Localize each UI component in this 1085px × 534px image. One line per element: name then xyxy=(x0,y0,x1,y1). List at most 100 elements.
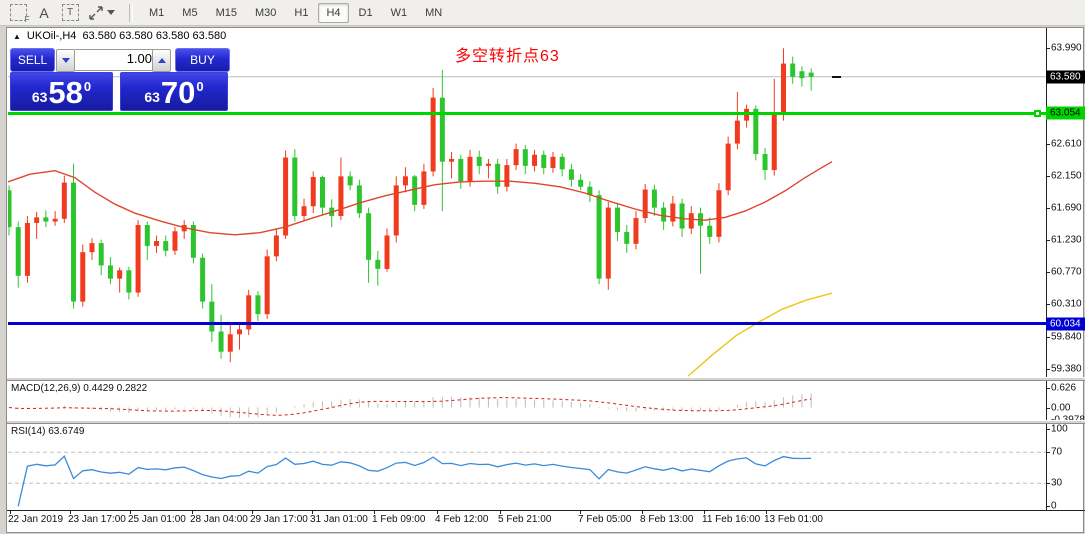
candle-body xyxy=(495,163,501,187)
support-line[interactable] xyxy=(8,322,1046,326)
price-axis-label: 62.610 xyxy=(1051,138,1082,150)
timeframe-button-H1[interactable]: H1 xyxy=(294,6,309,19)
chart-window[interactable] xyxy=(6,27,1084,533)
candle-body xyxy=(135,225,141,293)
candle-body xyxy=(522,149,528,166)
time-axis-label: 31 Jan 01:00 xyxy=(310,514,368,525)
candle-body xyxy=(753,108,759,155)
candle-body xyxy=(605,207,611,279)
axis-tick xyxy=(1046,208,1050,210)
timeframe-button-M30[interactable]: M30 xyxy=(254,6,277,19)
axis-tick xyxy=(252,510,253,514)
timeframe-button-H4[interactable]: H4 xyxy=(318,2,349,23)
macd-plot[interactable] xyxy=(8,381,1046,420)
axis-tick xyxy=(1046,240,1050,242)
candle-body xyxy=(172,231,178,251)
volume-increase-button[interactable] xyxy=(152,49,171,72)
cursor-arrows-icon[interactable] xyxy=(84,3,118,23)
candle-body xyxy=(190,225,196,258)
time-axis-label: 25 Jan 01:00 xyxy=(128,514,186,525)
axis-tick xyxy=(1046,144,1050,146)
price-axis-label: 60.310 xyxy=(1051,298,1082,310)
price-axis-label: 60.770 xyxy=(1051,266,1082,278)
axis-tick xyxy=(1046,369,1050,371)
chart-header: ▲ UKOil-,H4 63.580 63.580 63.580 63.580 xyxy=(13,30,226,42)
candle-body xyxy=(52,218,58,222)
axis-tick xyxy=(500,510,501,514)
chevron-down-icon xyxy=(106,10,115,15)
price-axis-label: 61.690 xyxy=(1051,202,1082,214)
candle-body xyxy=(237,329,242,335)
resistance-line[interactable] xyxy=(8,111,1046,115)
macd-axis-label: 0.626 xyxy=(1051,382,1077,394)
candle-body xyxy=(89,243,95,253)
axis-tick xyxy=(70,510,71,514)
candle-body xyxy=(356,185,362,214)
rsi-axis-label: 30 xyxy=(1051,477,1063,489)
collapse-panel-icon[interactable]: ▲ xyxy=(13,31,21,41)
panel-separator[interactable] xyxy=(7,420,1085,424)
buy-price-sup: 0 xyxy=(196,79,204,94)
macd-axis-label: 0.00 xyxy=(1051,402,1071,413)
candle-body xyxy=(550,156,556,168)
resistance-line-marker[interactable] xyxy=(1034,109,1041,117)
timeframe-button-M15[interactable]: M15 xyxy=(215,6,237,19)
candle-body xyxy=(716,190,722,237)
candle-body xyxy=(319,177,325,208)
one-click-trading-panel: SELL 1.00 BUY 63 58 0 63 70 0 xyxy=(10,47,230,112)
axis-tick xyxy=(1046,452,1050,454)
candle-body xyxy=(624,231,630,244)
timeframe-button-M1[interactable]: M1 xyxy=(149,6,165,19)
sell-price-tile[interactable]: 63 58 0 xyxy=(10,72,113,111)
candle-body xyxy=(421,171,427,205)
panel-separator[interactable] xyxy=(7,377,1085,381)
axis-tick xyxy=(1046,337,1050,339)
chart-text-annotation[interactable]: 多空转折点63 xyxy=(455,48,560,65)
candle-body xyxy=(661,207,667,222)
timeframe-button-W1[interactable]: W1 xyxy=(390,6,408,19)
candle-body xyxy=(255,295,261,315)
candle-body xyxy=(651,189,657,208)
candle-body xyxy=(292,157,298,216)
candle-body xyxy=(762,154,768,171)
chevron-down-icon xyxy=(61,58,70,63)
volume-decrease-button[interactable] xyxy=(56,49,75,72)
rsi-line xyxy=(17,455,812,507)
candle-body xyxy=(246,295,252,330)
price-axis-line xyxy=(1046,28,1047,510)
rsi-plot[interactable] xyxy=(8,424,1046,507)
macd-label: MACD(12,26,9) 0.4429 0.2822 xyxy=(11,383,148,394)
candle-body xyxy=(532,154,538,166)
time-axis-label: 5 Feb 21:00 xyxy=(498,514,552,525)
candle-body xyxy=(633,218,639,244)
candle-body xyxy=(642,189,648,219)
volume-input[interactable]: 1.00 xyxy=(75,49,158,71)
candle-body xyxy=(799,71,805,79)
candle-body xyxy=(218,331,224,352)
candle-body xyxy=(283,157,289,236)
rsi-axis-label: 100 xyxy=(1051,423,1068,435)
timeframe-button-MN[interactable]: MN xyxy=(425,6,443,19)
candle-body xyxy=(43,217,49,222)
candle-body xyxy=(8,190,12,228)
price-axis-label: 63.990 xyxy=(1051,42,1082,54)
buy-price-tile[interactable]: 63 70 0 xyxy=(120,72,228,111)
green-level-badge: 63.054 xyxy=(1046,106,1085,120)
time-axis-label: 23 Jan 17:00 xyxy=(68,514,126,525)
candle-body xyxy=(808,72,814,77)
buy-button[interactable]: BUY xyxy=(175,48,230,72)
timeframe-button-D1[interactable]: D1 xyxy=(358,6,373,19)
text-annotation-icon[interactable]: A xyxy=(39,4,49,21)
sell-price-sup: 0 xyxy=(83,79,92,94)
time-axis-label: 13 Feb 01:00 xyxy=(764,514,823,525)
candle-body xyxy=(273,235,279,257)
timeframe-button-M5[interactable]: M5 xyxy=(182,6,198,19)
axis-tick xyxy=(1046,429,1050,431)
pattern-box-icon[interactable]: F xyxy=(6,3,30,24)
candle-body xyxy=(476,156,482,166)
time-axis-label: 8 Feb 13:00 xyxy=(640,514,694,525)
sell-button[interactable]: SELL xyxy=(10,48,55,72)
axis-tick xyxy=(374,510,375,514)
text-box-icon[interactable]: T xyxy=(58,3,82,23)
macd-signal-line xyxy=(8,397,812,416)
